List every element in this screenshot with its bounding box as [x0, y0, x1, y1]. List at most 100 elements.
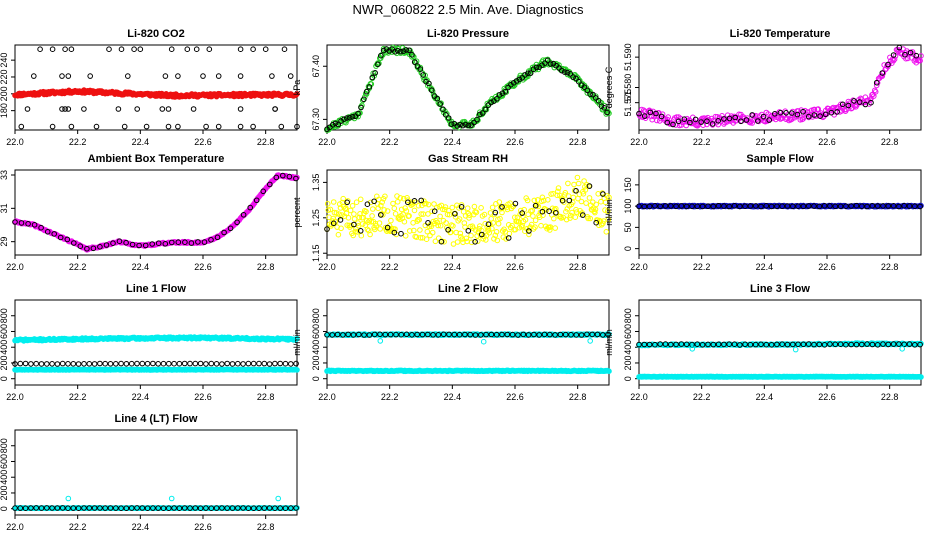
x-tick-label: 22.2 [69, 392, 87, 402]
series-line-2-low [324, 367, 612, 375]
data-point [235, 360, 241, 367]
y-axis-label: percent [292, 197, 302, 228]
data-point [890, 52, 897, 58]
data-point [572, 214, 579, 220]
x-tick-label: 22.6 [818, 137, 836, 147]
data-point [590, 91, 596, 98]
data-point [176, 360, 183, 367]
data-point [107, 361, 114, 367]
data-point [828, 109, 835, 116]
data-point [330, 199, 337, 205]
data-point [215, 73, 222, 79]
data-point [587, 91, 593, 97]
data-point [65, 106, 72, 112]
x-tick-label: 22.4 [756, 137, 774, 147]
data-point [376, 60, 382, 67]
y-tick-label: 600 [0, 454, 9, 469]
plot-frame [326, 44, 610, 131]
data-point [400, 48, 407, 55]
x-tick-label: 22.4 [132, 392, 150, 402]
data-point [355, 110, 361, 117]
data-point [845, 102, 852, 109]
data-point [440, 106, 446, 112]
data-point [525, 70, 531, 77]
chart-title: Li-820 Pressure [427, 28, 509, 40]
data-point [345, 215, 352, 221]
chart-title: Gas Stream RH [428, 153, 508, 165]
data-point [753, 112, 759, 119]
data-point [658, 113, 665, 120]
x-tick-label: 22.6 [194, 137, 212, 147]
data-point [561, 69, 568, 75]
data-point [282, 360, 289, 367]
data-point [165, 123, 172, 130]
x-tick-label: 22.6 [818, 392, 836, 402]
x-tick-label: 22.4 [132, 137, 150, 147]
data-point [471, 203, 478, 210]
data-point [522, 72, 528, 78]
data-point [187, 360, 193, 367]
x-tick-label: 22.8 [569, 137, 587, 147]
x-tick-label: 22.8 [257, 392, 275, 402]
data-point [454, 239, 461, 245]
data-point [171, 360, 177, 367]
data-point [237, 106, 244, 112]
data-point [593, 201, 600, 208]
data-point [471, 119, 477, 126]
data-point [272, 360, 278, 367]
data-point [115, 106, 122, 112]
data-point [647, 109, 654, 116]
data-point [294, 123, 300, 130]
x-tick-label: 22.2 [381, 262, 399, 272]
data-point [213, 361, 220, 367]
data-point [513, 78, 520, 84]
data-point [664, 119, 671, 126]
data-point [250, 123, 256, 130]
data-point [197, 360, 204, 367]
data-point [477, 111, 483, 118]
series-reference-samples [18, 46, 300, 130]
data-point [351, 216, 358, 222]
data-point [155, 361, 161, 367]
data-point [17, 360, 24, 367]
x-tick-label: 22.2 [381, 392, 399, 402]
data-point [402, 233, 409, 239]
data-point [822, 111, 829, 118]
y-tick-label: 29 [0, 237, 9, 247]
data-point [769, 112, 775, 119]
data-point [800, 108, 806, 115]
data-point [65, 73, 72, 79]
data-point [390, 200, 396, 207]
data-point [460, 122, 466, 129]
data-point [465, 228, 472, 234]
data-point [593, 95, 599, 101]
data-point [406, 47, 412, 54]
data-point [794, 111, 801, 118]
data-point [726, 115, 733, 122]
data-point [850, 97, 856, 103]
data-point [168, 46, 175, 53]
x-tick-label: 22.6 [506, 137, 524, 147]
data-point [552, 225, 559, 231]
data-point [571, 181, 577, 188]
data-point [533, 64, 540, 71]
data-point [448, 121, 455, 127]
data-point [776, 109, 783, 115]
data-point [417, 227, 423, 233]
data-point [18, 123, 25, 130]
data-point [278, 123, 285, 130]
data-point [437, 101, 444, 107]
data-point [474, 116, 480, 123]
data-point [250, 46, 256, 53]
data-point [777, 109, 784, 116]
data-point [653, 110, 659, 117]
data-point [288, 361, 294, 367]
figure-title: NWR_060822 2.5 Min. Ave. Diagnostics [352, 2, 584, 17]
series-ambient-box-temperature [12, 172, 300, 253]
data-point [429, 88, 436, 94]
data-point [388, 217, 394, 224]
data-point [527, 70, 534, 76]
